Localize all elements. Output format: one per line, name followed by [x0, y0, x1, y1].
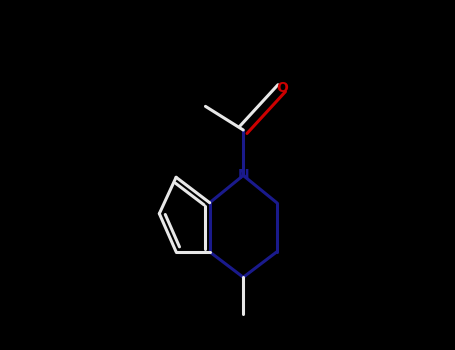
- Text: N: N: [238, 168, 249, 182]
- Text: O: O: [276, 81, 288, 95]
